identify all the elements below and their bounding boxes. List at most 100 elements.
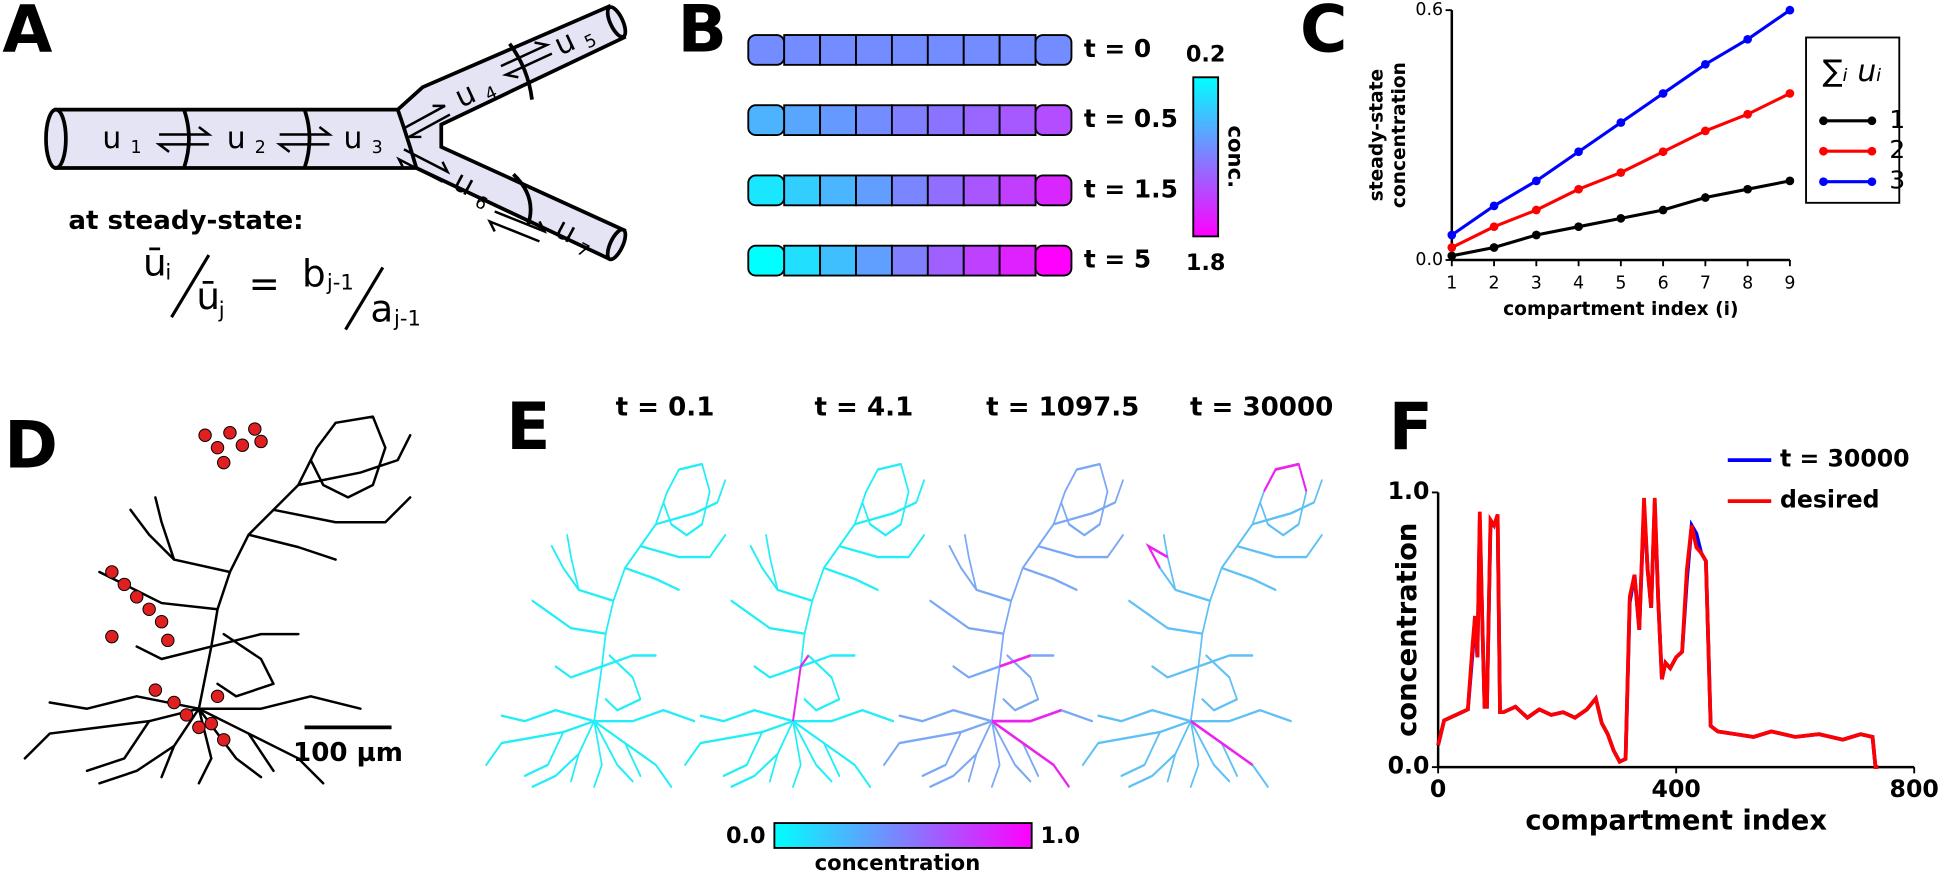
point — [1616, 118, 1626, 127]
legend-marker — [1819, 146, 1828, 156]
colorbar — [773, 822, 1033, 849]
neuron — [683, 462, 926, 788]
neuron-concentration — [485, 462, 727, 788]
point — [1701, 59, 1710, 69]
tube-segment — [855, 244, 893, 277]
point — [1701, 193, 1710, 202]
tube-segment — [783, 34, 822, 66]
neuron-morphology — [23, 415, 412, 785]
tube-segment — [1034, 104, 1073, 137]
neuron — [485, 462, 727, 788]
tube-segment — [926, 34, 965, 66]
point — [1531, 230, 1541, 240]
colorbar — [1192, 76, 1220, 238]
neuron-concentration — [683, 462, 926, 788]
tube-segment — [747, 104, 786, 137]
legend-marker — [1819, 116, 1828, 126]
compartment-name: u — [344, 121, 363, 156]
compartment-sub: 2 — [255, 138, 266, 158]
tube-segment — [819, 34, 857, 66]
tube-segment — [998, 244, 1037, 277]
point — [1447, 230, 1457, 240]
point — [1658, 205, 1668, 215]
formula-part: = — [249, 262, 280, 306]
point — [1574, 184, 1583, 194]
point — [1447, 251, 1457, 261]
x-tick-label: 4 — [1573, 274, 1584, 294]
legend-marker — [1867, 116, 1877, 126]
panel-label: F — [1389, 390, 1433, 465]
formula: ū i ū j = b j-1 a j-1 — [143, 240, 421, 330]
point — [1743, 34, 1752, 44]
point — [1743, 109, 1752, 119]
neuron — [882, 462, 1125, 788]
formula-part: j — [218, 297, 225, 322]
y-axis-label: concentration — [1389, 62, 1410, 208]
tube-segment — [926, 174, 965, 207]
scale-bar-label: 100 µm — [293, 738, 403, 768]
tube-segment — [855, 104, 893, 137]
point — [1785, 176, 1795, 186]
legend-label: t = 30000 — [1780, 445, 1910, 473]
point — [1489, 243, 1499, 252]
tube-segment — [962, 174, 1001, 207]
panel-label: B — [678, 0, 727, 67]
legend-label: 2 — [1889, 135, 1905, 164]
tube-diagram — [44, 4, 628, 262]
tube-segment — [998, 34, 1037, 66]
x-tick-label: 8 — [1742, 274, 1753, 294]
x-tick-label: 6 — [1658, 274, 1669, 294]
compartment-sub: 1 — [131, 138, 142, 158]
colorbar-max: 1.8 — [1186, 250, 1226, 276]
tube-segment — [855, 34, 893, 66]
point — [1701, 126, 1710, 136]
compartment-name: u — [102, 121, 121, 156]
panel-label: A — [2, 0, 52, 67]
neuron-concentration — [1081, 462, 1323, 788]
formula-part: ū — [143, 240, 167, 284]
point — [1489, 201, 1499, 211]
time-label: t = 0.1 — [616, 392, 715, 422]
y-tick-label: 0.0 — [1388, 752, 1430, 780]
x-tick-label: 7 — [1700, 274, 1711, 294]
tube-segment — [890, 174, 929, 207]
formula-part: ū — [196, 274, 220, 318]
tube-segment — [890, 34, 929, 66]
point — [1743, 184, 1752, 194]
formula-part: i — [165, 260, 171, 285]
point — [1616, 168, 1626, 177]
tube-segment — [890, 104, 929, 137]
x-tick-label: 400 — [1652, 775, 1701, 803]
tube-segment — [747, 174, 786, 207]
panel-label: D — [4, 409, 58, 484]
tube-segment — [998, 104, 1037, 137]
tube-segment — [855, 174, 893, 207]
tube-segment — [819, 244, 857, 277]
slash — [170, 254, 211, 318]
point — [1531, 205, 1541, 215]
tube-segment — [1034, 34, 1073, 66]
tube-segment — [962, 244, 1001, 277]
time-label: t = 5 — [1084, 245, 1151, 274]
tube-segment — [1034, 244, 1073, 277]
formula-part: a — [370, 286, 393, 330]
time-label: t = 30000 — [1190, 392, 1333, 422]
panel-label: E — [506, 390, 550, 465]
point — [1658, 147, 1668, 157]
point — [1531, 176, 1541, 186]
tube-segment — [819, 104, 857, 137]
legend-marker — [1867, 177, 1877, 187]
colorbar-label: concentration — [815, 850, 981, 873]
point — [1616, 214, 1626, 223]
x-tick-label: 9 — [1784, 274, 1795, 294]
time-label: t = 1097.5 — [986, 392, 1139, 422]
x-tick-label: 2 — [1489, 274, 1500, 294]
y-axis-label: steady-state — [1367, 69, 1388, 202]
x-tick-label: 5 — [1615, 274, 1626, 294]
legend-marker — [1867, 146, 1877, 156]
point — [1785, 5, 1795, 15]
